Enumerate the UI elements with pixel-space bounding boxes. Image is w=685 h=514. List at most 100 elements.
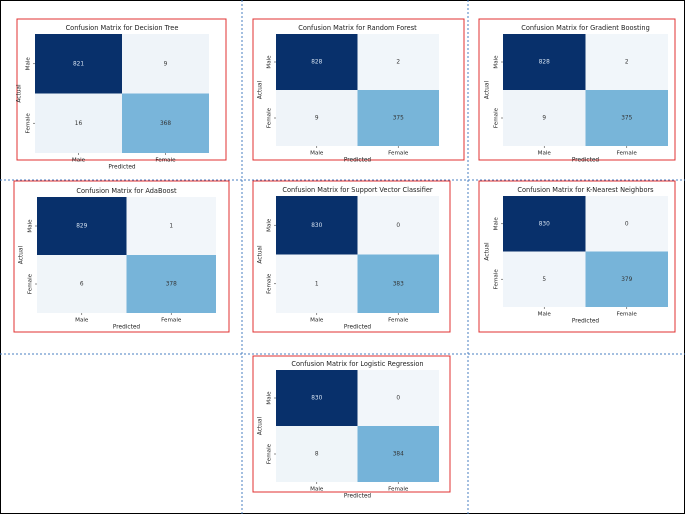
heatmap-cell <box>357 254 439 313</box>
y-tick-label: Female <box>267 443 273 464</box>
x-axis-label: Predicted <box>572 158 600 164</box>
heatmap-cell <box>276 426 358 482</box>
heatmap-cell <box>35 34 122 94</box>
cell-value-label: 379 <box>621 277 632 283</box>
cell-value-label: 9 <box>542 116 546 122</box>
y-axis-label: Actual <box>485 242 491 261</box>
x-axis-label: Predicted <box>113 325 141 331</box>
cell-value-label: 0 <box>396 223 400 229</box>
cell-value-label: 384 <box>393 452 404 458</box>
x-tick-label: Male <box>310 487 324 493</box>
cell-value-label: 375 <box>621 116 632 122</box>
x-tick-label: Male <box>75 318 89 324</box>
chart-title: Confusion Matrix for Random Forest <box>298 24 417 32</box>
x-tick-label: Male <box>310 318 324 324</box>
heatmap-cell <box>37 255 127 313</box>
heatmap-cell <box>503 34 586 90</box>
y-tick-label: Male <box>267 218 273 232</box>
x-tick-label: Female <box>388 487 409 493</box>
cell-value-label: 8 <box>315 452 319 458</box>
cell-value-label: 5 <box>542 277 546 283</box>
heatmap-cell <box>126 255 216 313</box>
x-axis-label: Predicted <box>572 319 600 325</box>
heatmap-cell <box>585 90 668 146</box>
cell-value-label: 828 <box>311 60 322 66</box>
y-axis-label: Actual <box>19 246 25 265</box>
cell-value-label: 9 <box>164 61 168 67</box>
x-tick-label: Male <box>538 151 552 157</box>
cell-value-label: 830 <box>311 223 322 229</box>
heatmap-cell <box>276 196 358 255</box>
x-tick-label: Female <box>161 318 182 324</box>
x-tick-label: Female <box>155 158 176 164</box>
x-axis-label: Predicted <box>344 494 372 500</box>
confusion-matrix-panel: Confusion Matrix for Gradient Boosting 82… <box>478 18 676 164</box>
heatmap-cell <box>35 93 122 153</box>
y-axis-label: Actual <box>17 84 23 103</box>
heatmap-cell <box>585 34 668 90</box>
heatmap-cell <box>276 34 358 90</box>
cell-value-label: 368 <box>160 121 171 127</box>
cell-value-label: 0 <box>396 396 400 402</box>
cell-value-label: 2 <box>396 60 400 66</box>
y-tick-label: Male <box>26 57 32 71</box>
y-axis-label: Actual <box>258 81 264 100</box>
chart-title: Confusion Matrix for Decision Tree <box>66 24 179 32</box>
y-tick-label: Female <box>267 107 273 128</box>
heatmap-cell <box>585 196 668 252</box>
x-tick-label: Male <box>538 312 552 318</box>
y-tick-label: Female <box>494 269 500 290</box>
cell-value-label: 830 <box>539 221 550 227</box>
confusion-matrix-panel: Confusion Matrix for Logistic Regression… <box>252 355 451 500</box>
confusion-matrix-panel: Confusion Matrix for Support Vector Clas… <box>252 180 451 333</box>
chart-title: Confusion Matrix for AdaBoost <box>76 187 177 195</box>
y-axis-label: Actual <box>258 417 264 436</box>
x-axis-label: Predicted <box>344 325 372 331</box>
heatmap-cell <box>122 93 209 153</box>
heatmap-cell <box>585 251 668 307</box>
chart-title: Confusion Matrix for Support Vector Clas… <box>282 186 433 194</box>
y-tick-label: Female <box>26 113 32 134</box>
heatmap-cell <box>37 197 127 255</box>
chart-title: Confusion Matrix for Gradient Boosting <box>521 24 650 32</box>
cell-value-label: 383 <box>393 281 404 287</box>
cell-value-label: 9 <box>315 116 319 122</box>
heatmap-cell <box>357 196 439 255</box>
heatmap-cell <box>276 370 358 426</box>
heatmap-cell <box>503 196 586 252</box>
cell-value-label: 375 <box>393 116 404 122</box>
cell-value-label: 1 <box>315 281 319 287</box>
heatmap-cell <box>126 197 216 255</box>
cell-value-label: 830 <box>311 396 322 402</box>
cell-value-label: 828 <box>539 60 550 66</box>
cell-value-label: 16 <box>75 121 83 127</box>
heatmap-cell <box>122 34 209 94</box>
x-tick-label: Male <box>72 158 86 164</box>
chart-title: Confusion Matrix for K-Nearest Neighbors <box>517 186 654 194</box>
heatmap-cell <box>276 254 358 313</box>
heatmap-cell <box>357 426 439 482</box>
y-tick-label: Male <box>267 55 273 69</box>
chart-title: Confusion Matrix for Logistic Regression <box>291 360 423 368</box>
y-tick-label: Male <box>28 219 34 233</box>
heatmap-cell <box>357 34 439 90</box>
cell-value-label: 0 <box>625 221 629 227</box>
y-axis-label: Actual <box>258 245 264 264</box>
heatmap-cell <box>276 90 358 146</box>
y-axis-label: Actual <box>485 81 491 100</box>
heatmap-cell <box>357 370 439 426</box>
y-tick-label: Female <box>494 107 500 128</box>
cell-value-label: 1 <box>169 224 173 230</box>
x-tick-label: Female <box>617 151 638 157</box>
x-tick-label: Female <box>617 312 638 318</box>
y-tick-label: Male <box>494 217 500 231</box>
heatmap-cell <box>357 90 439 146</box>
y-tick-label: Male <box>494 55 500 69</box>
cell-value-label: 6 <box>80 282 84 288</box>
heatmap-cell <box>503 251 586 307</box>
y-tick-label: Female <box>267 273 273 294</box>
confusion-matrix-panel: Confusion Matrix for K-Nearest Neighbors… <box>478 180 676 333</box>
cell-value-label: 829 <box>76 224 87 230</box>
confusion-matrix-panel: Confusion Matrix for AdaBoost 829 1 6 378 Mal… <box>13 180 230 333</box>
